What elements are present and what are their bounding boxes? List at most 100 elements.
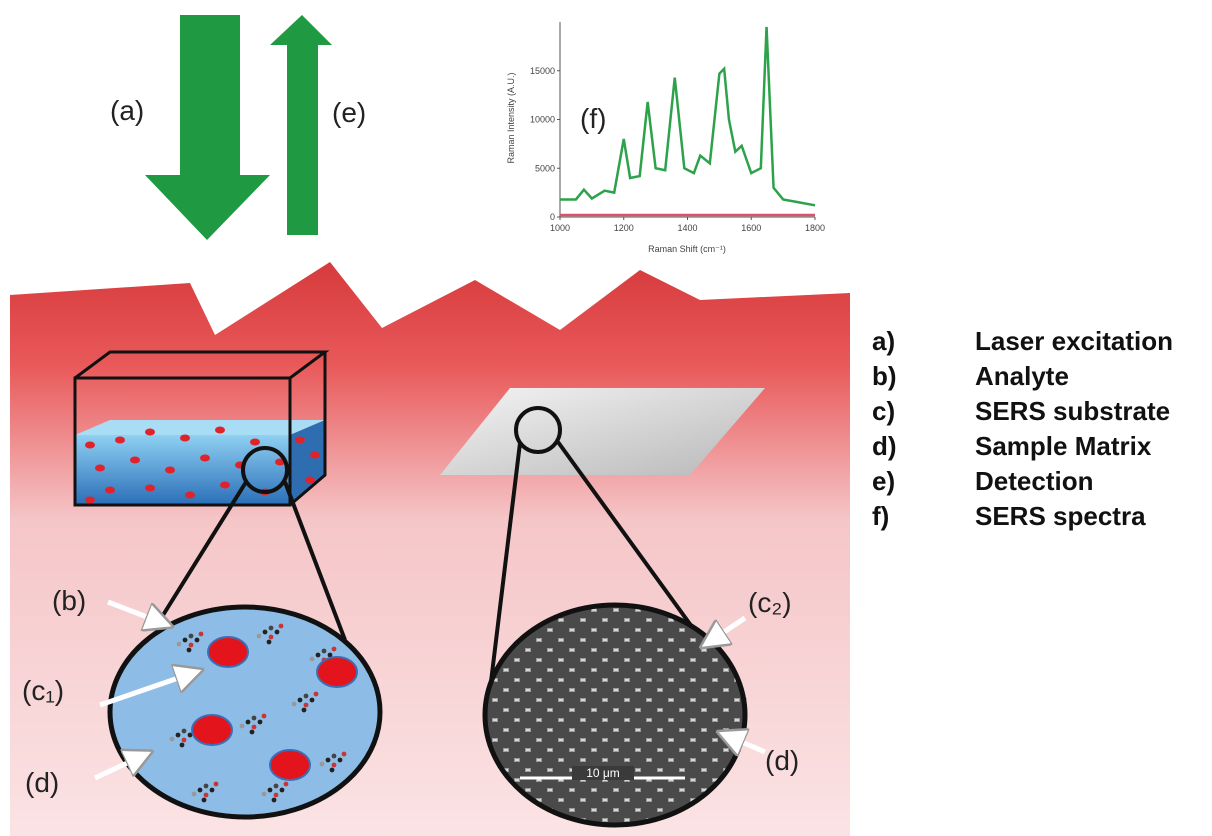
atom xyxy=(189,634,194,639)
legend-key: f) xyxy=(872,501,889,531)
atom xyxy=(332,763,337,768)
atom xyxy=(210,788,215,793)
sem-zoom xyxy=(485,605,745,825)
atom xyxy=(332,754,337,759)
label: (c₂) xyxy=(748,587,792,618)
atom xyxy=(182,738,187,743)
y-axis-label: Raman Intensity (A.U.) xyxy=(506,72,516,163)
atom xyxy=(310,657,315,662)
atom xyxy=(316,653,321,658)
atom xyxy=(280,788,285,793)
atom xyxy=(198,788,203,793)
legend-text: Analyte xyxy=(975,361,1069,391)
spectrum-chart: (f) Raman Shift (cm⁻¹) Raman Intensity (… xyxy=(506,22,825,254)
analyte-dot xyxy=(295,437,305,444)
x-tick-label: 1200 xyxy=(614,223,634,233)
label: (d) xyxy=(25,767,59,798)
atom xyxy=(189,643,194,648)
page: (a) (e) (f) Raman Shift (cm⁻¹) Raman Int… xyxy=(0,0,1212,836)
atom xyxy=(177,642,182,647)
atom xyxy=(204,793,209,798)
legend-key: a) xyxy=(872,326,895,356)
legend-text: Laser excitation xyxy=(975,326,1173,356)
atom xyxy=(252,725,257,730)
analyte-dot xyxy=(180,435,190,442)
x-tick-label: 1800 xyxy=(805,223,825,233)
atom xyxy=(267,640,272,645)
atom xyxy=(269,626,274,631)
atom xyxy=(338,758,343,763)
atom xyxy=(182,729,187,734)
y-tick-label: 15000 xyxy=(530,66,555,76)
analyte-dot xyxy=(215,427,225,434)
atom xyxy=(298,698,303,703)
atom xyxy=(272,798,277,803)
atom xyxy=(258,720,263,725)
atom xyxy=(274,793,279,798)
atom xyxy=(252,716,257,721)
atom xyxy=(284,782,289,787)
atom xyxy=(304,703,309,708)
x-axis-label: Raman Shift (cm⁻¹) xyxy=(648,244,726,254)
atom xyxy=(257,634,262,639)
legend-key: e) xyxy=(872,466,895,496)
atom xyxy=(183,638,188,643)
atom xyxy=(310,698,315,703)
analyte-dot xyxy=(185,492,195,499)
atom xyxy=(302,708,307,713)
legend-text: SERS spectra xyxy=(975,501,1146,531)
legend-text: Detection xyxy=(975,466,1093,496)
analyte-dot xyxy=(130,457,140,464)
atom xyxy=(314,692,319,697)
legend-key: b) xyxy=(872,361,897,391)
atom xyxy=(262,714,267,719)
analyte-dot xyxy=(145,429,155,436)
atom xyxy=(204,784,209,789)
atom xyxy=(180,743,185,748)
excitation-arrow xyxy=(145,15,270,240)
label: (e) xyxy=(332,97,366,128)
atom xyxy=(342,752,347,757)
y-tick-label: 10000 xyxy=(530,115,555,125)
analyte-dot xyxy=(115,437,125,444)
sample-zoom xyxy=(110,607,380,817)
label: (a) xyxy=(110,95,144,126)
x-tick-label: 1400 xyxy=(677,223,697,233)
atom xyxy=(332,647,337,652)
detection-arrow xyxy=(270,15,332,235)
atom xyxy=(192,792,197,797)
legend-text: Sample Matrix xyxy=(975,431,1152,461)
atom xyxy=(250,730,255,735)
atom xyxy=(330,768,335,773)
label: (c₁) xyxy=(22,675,64,706)
figure: (a) (e) (f) Raman Shift (cm⁻¹) Raman Int… xyxy=(0,0,1212,836)
atom xyxy=(240,724,245,729)
atom xyxy=(322,649,327,654)
legend-key: c) xyxy=(872,396,895,426)
atom xyxy=(214,782,219,787)
scale-bar-label: 10 μm xyxy=(586,766,620,780)
label: (b) xyxy=(52,585,86,616)
analyte-dot xyxy=(310,452,320,459)
analyte-dot xyxy=(165,467,175,474)
analyte-dot xyxy=(220,482,230,489)
atom xyxy=(304,694,309,699)
analyte-dot xyxy=(250,439,260,446)
atom xyxy=(279,624,284,629)
x-tick-label: 1000 xyxy=(550,223,570,233)
atom xyxy=(268,788,273,793)
y-tick-label: 0 xyxy=(550,212,555,222)
atom xyxy=(176,733,181,738)
atom xyxy=(292,702,297,707)
y-tick-label: 5000 xyxy=(535,163,555,173)
atom xyxy=(263,630,268,635)
analyte-dot xyxy=(85,442,95,449)
atom xyxy=(262,792,267,797)
atom xyxy=(170,737,175,742)
legend-text: SERS substrate xyxy=(975,396,1170,426)
atom xyxy=(246,720,251,725)
atom xyxy=(187,648,192,653)
atom xyxy=(274,784,279,789)
atom xyxy=(195,638,200,643)
atom xyxy=(320,762,325,767)
